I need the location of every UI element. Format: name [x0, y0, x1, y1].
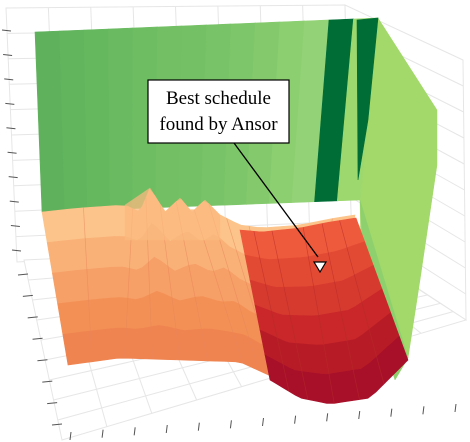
best-schedule-marker — [312, 261, 328, 274]
x-axis-tick — [47, 402, 58, 405]
z-axis-tick — [8, 176, 18, 179]
z-axis-tick — [9, 200, 19, 203]
y-axis-tick — [69, 431, 72, 441]
z-axis-tick — [6, 127, 16, 130]
z-axis-tick — [10, 225, 20, 228]
x-axis-tick — [42, 380, 53, 383]
y-axis-tick — [390, 408, 393, 417]
valley-strip — [264, 335, 409, 404]
x-axis-tick — [22, 294, 33, 297]
valley-gridline — [302, 227, 335, 404]
plateau-column — [108, 27, 134, 210]
valley-gridline — [271, 230, 309, 400]
z-axis-tick — [3, 53, 13, 56]
z-axis-tick — [5, 102, 15, 105]
plateau-cliff — [356, 17, 379, 181]
y-axis-tick — [358, 410, 361, 420]
x-axis-tick — [32, 337, 43, 340]
valley-gridline — [339, 220, 385, 385]
x-axis-tick — [37, 359, 48, 362]
annotation: Best schedule found by Ansor — [147, 79, 328, 274]
z-axis-tick — [1, 29, 12, 32]
surface — [34, 17, 438, 404]
plateau-column — [83, 28, 111, 211]
x-axis-tick — [27, 316, 38, 319]
y-axis-tick — [326, 413, 329, 422]
peak-highlight — [124, 187, 221, 241]
y-axis-tick — [165, 424, 168, 434]
plateau-column — [59, 29, 88, 212]
y-axis-tick — [294, 415, 297, 424]
y-axis-tick — [101, 429, 104, 438]
y-axis-tick — [197, 422, 200, 431]
annotation-box — [147, 79, 290, 144]
x-axis-tick — [51, 423, 63, 426]
valley-gridline — [321, 223, 360, 400]
low-region-gridline — [83, 207, 93, 362]
y-axis-tick — [422, 406, 425, 415]
annotation-arrow — [233, 142, 319, 258]
annotation-line-2: found by Ansor — [159, 114, 278, 135]
valley-gridline — [253, 231, 290, 392]
y-axis-tick — [133, 427, 136, 436]
z-axis-tick — [11, 249, 22, 252]
y-axis-tick — [229, 420, 232, 429]
x-axis-tick — [17, 273, 29, 276]
annotation-line-1: Best schedule — [166, 88, 271, 109]
z-axis-tick — [4, 78, 14, 81]
axis-ticks — [1, 29, 457, 441]
z-axis-tick — [7, 151, 17, 154]
y-axis-tick — [262, 417, 264, 427]
y-axis-tick — [454, 403, 457, 413]
